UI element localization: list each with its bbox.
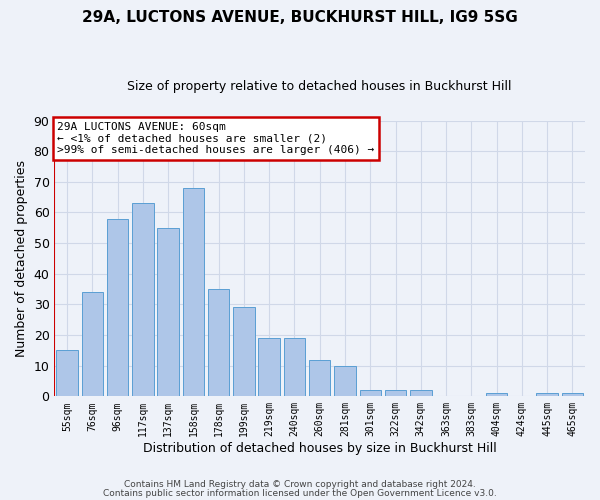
Bar <box>208 289 229 397</box>
Text: Contains HM Land Registry data © Crown copyright and database right 2024.: Contains HM Land Registry data © Crown c… <box>124 480 476 489</box>
Bar <box>385 390 406 396</box>
Bar <box>157 228 179 396</box>
Bar <box>233 308 254 396</box>
Title: Size of property relative to detached houses in Buckhurst Hill: Size of property relative to detached ho… <box>127 80 512 93</box>
Text: 29A LUCTONS AVENUE: 60sqm
← <1% of detached houses are smaller (2)
>99% of semi-: 29A LUCTONS AVENUE: 60sqm ← <1% of detac… <box>57 122 374 155</box>
Bar <box>309 360 331 397</box>
Text: Contains public sector information licensed under the Open Government Licence v3: Contains public sector information licen… <box>103 489 497 498</box>
Bar <box>562 394 583 396</box>
Text: 29A, LUCTONS AVENUE, BUCKHURST HILL, IG9 5SG: 29A, LUCTONS AVENUE, BUCKHURST HILL, IG9… <box>82 10 518 25</box>
Bar <box>132 204 154 396</box>
Bar <box>536 394 558 396</box>
Bar <box>334 366 356 396</box>
Bar <box>259 338 280 396</box>
Bar <box>182 188 204 396</box>
Bar <box>486 394 508 396</box>
Y-axis label: Number of detached properties: Number of detached properties <box>15 160 28 357</box>
Bar <box>56 350 78 397</box>
Bar <box>284 338 305 396</box>
Bar <box>359 390 381 396</box>
Bar <box>410 390 431 396</box>
X-axis label: Distribution of detached houses by size in Buckhurst Hill: Distribution of detached houses by size … <box>143 442 497 455</box>
Bar <box>107 218 128 396</box>
Bar <box>82 292 103 397</box>
